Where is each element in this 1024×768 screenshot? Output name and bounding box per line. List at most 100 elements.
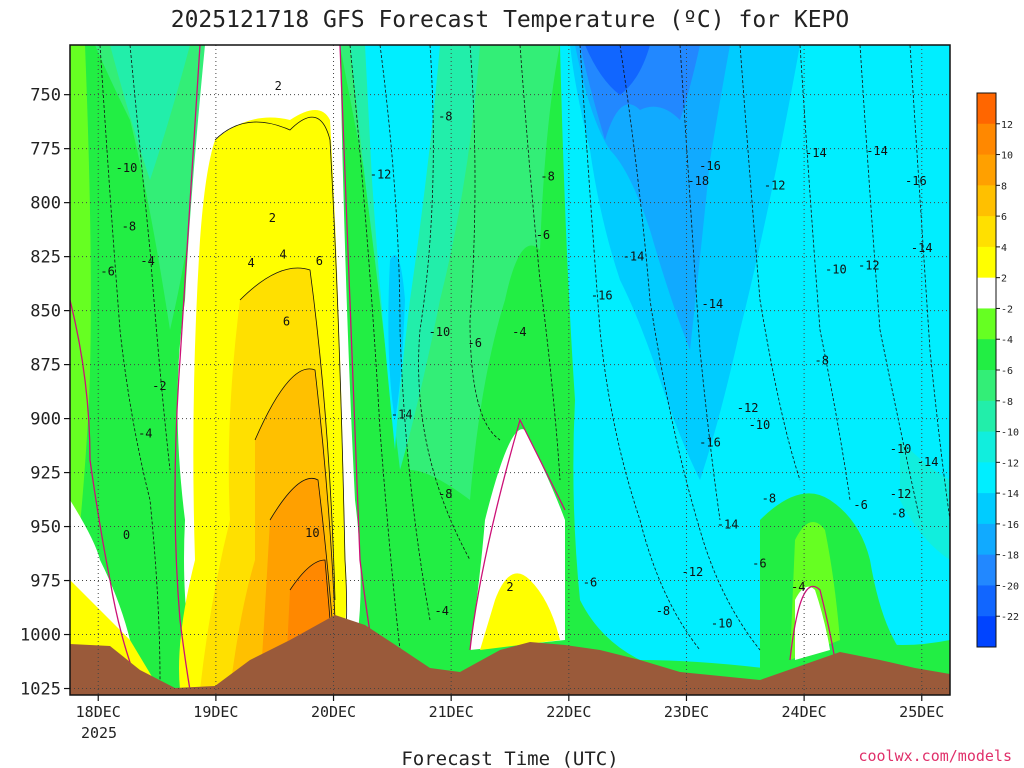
colorbar-tick-label: 6 (1001, 212, 1007, 223)
contour-label: -12 (370, 168, 392, 182)
colorbar-swatch (977, 431, 996, 463)
contour-label: -8 (438, 487, 452, 501)
x-tick-label: 20DEC (311, 703, 356, 721)
colorbar-swatch (977, 400, 996, 433)
colorbar-swatch (977, 123, 996, 156)
x-year-label: 2025 (81, 724, 117, 742)
contour-label: -14 (717, 517, 739, 531)
contour-label: -6 (536, 228, 550, 242)
x-tick-label: 21DEC (429, 703, 474, 721)
contour-label: -10 (711, 617, 733, 631)
contour-label: -14 (917, 455, 939, 469)
colorbar-swatch (977, 154, 996, 186)
contour-label: -14 (702, 297, 724, 311)
contour-label: -10 (825, 263, 847, 277)
colorbar-swatch (977, 462, 996, 494)
contour-label: -16 (699, 159, 721, 173)
contour-label: -14 (391, 407, 413, 421)
region-mid-cyan (365, 45, 440, 450)
contour-label: -16 (699, 435, 721, 449)
terrain (70, 615, 950, 695)
y-tick-label: 1000 (20, 626, 61, 646)
x-axis-label: Forecast Time (UTC) (401, 748, 618, 768)
y-tick-label: 825 (30, 248, 61, 268)
contour-label: -12 (890, 487, 912, 501)
x-tick-label: 24DEC (782, 703, 827, 721)
contour-label: -14 (866, 144, 888, 158)
contour-label: -14 (623, 250, 645, 264)
contour-label: -8 (815, 353, 829, 367)
region-mid-blue (388, 255, 405, 420)
contour-label: 10 (305, 526, 319, 540)
contour-label: -10 (749, 418, 771, 432)
contour-label: 4 (248, 256, 255, 270)
contour-label: -6 (752, 556, 766, 570)
y-tick-label: 925 (30, 464, 61, 484)
contour-label: -6 (100, 265, 114, 279)
contour-label: -4 (512, 325, 526, 339)
credit-text: coolwx.com/models (858, 747, 1012, 765)
colorbar-swatch (977, 585, 996, 617)
y-tick-label: 900 (30, 410, 61, 430)
contour-label: -12 (858, 258, 880, 272)
colorbar-tick-label: 12 (1001, 120, 1013, 131)
colorbar-tick-label: -14 (1001, 489, 1019, 500)
region-right-cyan (900, 440, 950, 560)
grid (70, 45, 950, 695)
colorbar-swatch (977, 493, 996, 525)
colorbar-tick-label: -2 (1001, 304, 1013, 315)
region-cold-blue (575, 45, 730, 350)
contour-label: 2 (275, 79, 282, 93)
contour-label: -8 (540, 170, 554, 184)
region-mid-yellow (480, 573, 560, 650)
colorbar-tick-label: -22 (1001, 612, 1019, 623)
contour-label: 2 (269, 211, 276, 225)
colorbar-tick-label: -12 (1001, 458, 1019, 469)
contour-label: -8 (656, 604, 670, 618)
colorbar-swatch (977, 185, 996, 217)
y-tick-label: 875 (30, 356, 61, 376)
contour-label: 4 (279, 247, 286, 261)
contour-label: -4 (140, 254, 154, 268)
colorbar-swatch (977, 308, 996, 340)
contour-label: -2 (152, 379, 166, 393)
y-tick-label: 1025 (20, 680, 61, 700)
y-tick-label: 775 (30, 140, 61, 160)
y-tick-label: 800 (30, 194, 61, 214)
colorbar-tick-label: -20 (1001, 581, 1019, 592)
plot-frame (69, 44, 951, 696)
contour-label: -10 (116, 161, 138, 175)
contour-label: -8 (438, 109, 452, 123)
negative-isotherms (99, 45, 950, 681)
contour-label: -10 (890, 442, 912, 456)
colorbar-tick-label: 10 (1001, 151, 1013, 162)
region-left-teal (95, 45, 210, 330)
colorbar-swatch (977, 554, 996, 586)
contour-label: -4 (138, 427, 152, 441)
colorbar: 12 10 8 6 4 2 -2 -4 -6 -8 -10 -12 -14 -16 -18 -20 -22 (976, 92, 1019, 648)
x-tick-label: 22DEC (546, 703, 591, 721)
contour-label: -4 (435, 604, 449, 618)
colorbar-swatch (977, 277, 996, 309)
contour-label: -4 (791, 580, 805, 594)
contour-label: -8 (891, 507, 905, 521)
contour-labels: -10 -8 -4 -6 -2 -4 0 2 2 4 4 6 6 10 -12 -8 -10 -14 -6 -8 -4 -… (100, 79, 938, 631)
colorbar-tick-label: -16 (1001, 520, 1019, 531)
colorbar-swatch (977, 339, 996, 371)
colorbar-tick-label: -10 (1001, 428, 1019, 439)
colorbar-swatch (977, 246, 996, 279)
colorbar-swatch (977, 616, 996, 648)
y-tick-label: 950 (30, 518, 61, 538)
colorbar-swatch (977, 216, 996, 248)
x-tick-label: 19DEC (193, 703, 238, 721)
contour-label: 0 (123, 528, 130, 542)
contour-label: 6 (316, 254, 323, 268)
y-tick-label: 850 (30, 302, 61, 322)
colorbar-swatch (977, 93, 996, 125)
contour-label: -12 (737, 401, 759, 415)
contour-label: -8 (122, 219, 136, 233)
contour-label: -14 (911, 241, 933, 255)
x-tick-label: 18DEC (76, 703, 121, 721)
colorbar-tick-label: -6 (1001, 366, 1013, 377)
